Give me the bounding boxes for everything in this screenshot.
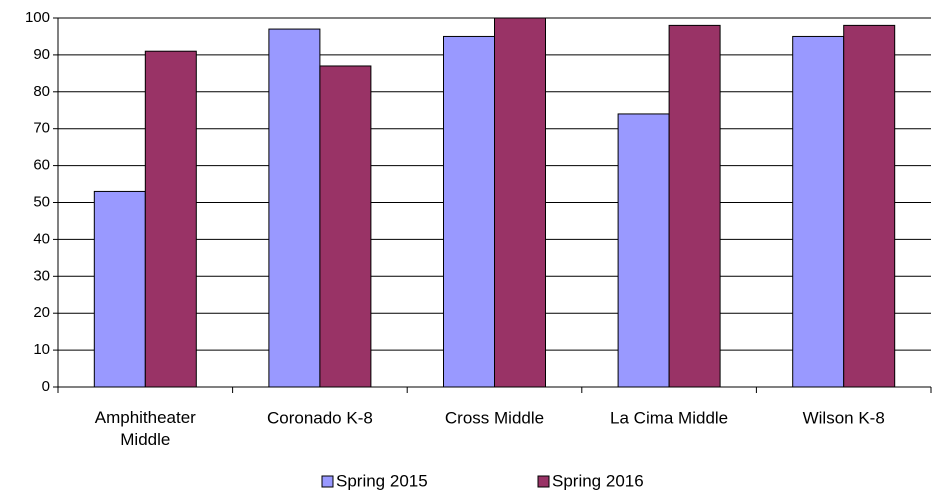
bar: [792, 35, 845, 388]
bar: [144, 50, 197, 388]
bar: [268, 28, 321, 388]
bar: [843, 24, 896, 388]
y-tick-label: 50: [33, 193, 50, 210]
y-tick-label: 60: [33, 157, 50, 174]
x-tick-label: Amphitheater Middle: [95, 408, 196, 449]
y-tick-label: 90: [33, 46, 50, 63]
legend-label: Spring 2015: [336, 471, 428, 490]
x-tick-label: Coronado K-8: [267, 408, 373, 427]
x-tick-label: Wilson K-8: [803, 408, 885, 427]
legend-swatch: [537, 475, 550, 488]
x-tick-label: La Cima Middle: [610, 408, 728, 427]
bar: [443, 35, 495, 388]
legend-swatch: [321, 475, 334, 488]
bar: [494, 17, 546, 388]
y-tick-label: 100: [25, 9, 50, 26]
y-tick-label: 70: [33, 120, 50, 137]
bar: [319, 65, 372, 388]
y-tick-label: 20: [33, 304, 50, 321]
legend-label: Spring 2016: [552, 471, 644, 490]
y-tick-label: 10: [33, 341, 50, 358]
bar: [617, 113, 670, 388]
y-tick-label: 40: [33, 230, 50, 247]
y-tick-label: 80: [33, 83, 50, 100]
x-tick-label: Cross Middle: [445, 408, 544, 427]
bar: [93, 190, 146, 388]
bar: [668, 24, 721, 388]
y-tick-label: 0: [42, 378, 50, 395]
y-tick-label: 30: [33, 267, 50, 284]
